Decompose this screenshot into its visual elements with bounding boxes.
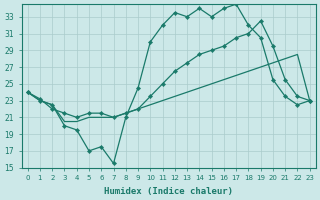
X-axis label: Humidex (Indice chaleur): Humidex (Indice chaleur) [104,187,233,196]
